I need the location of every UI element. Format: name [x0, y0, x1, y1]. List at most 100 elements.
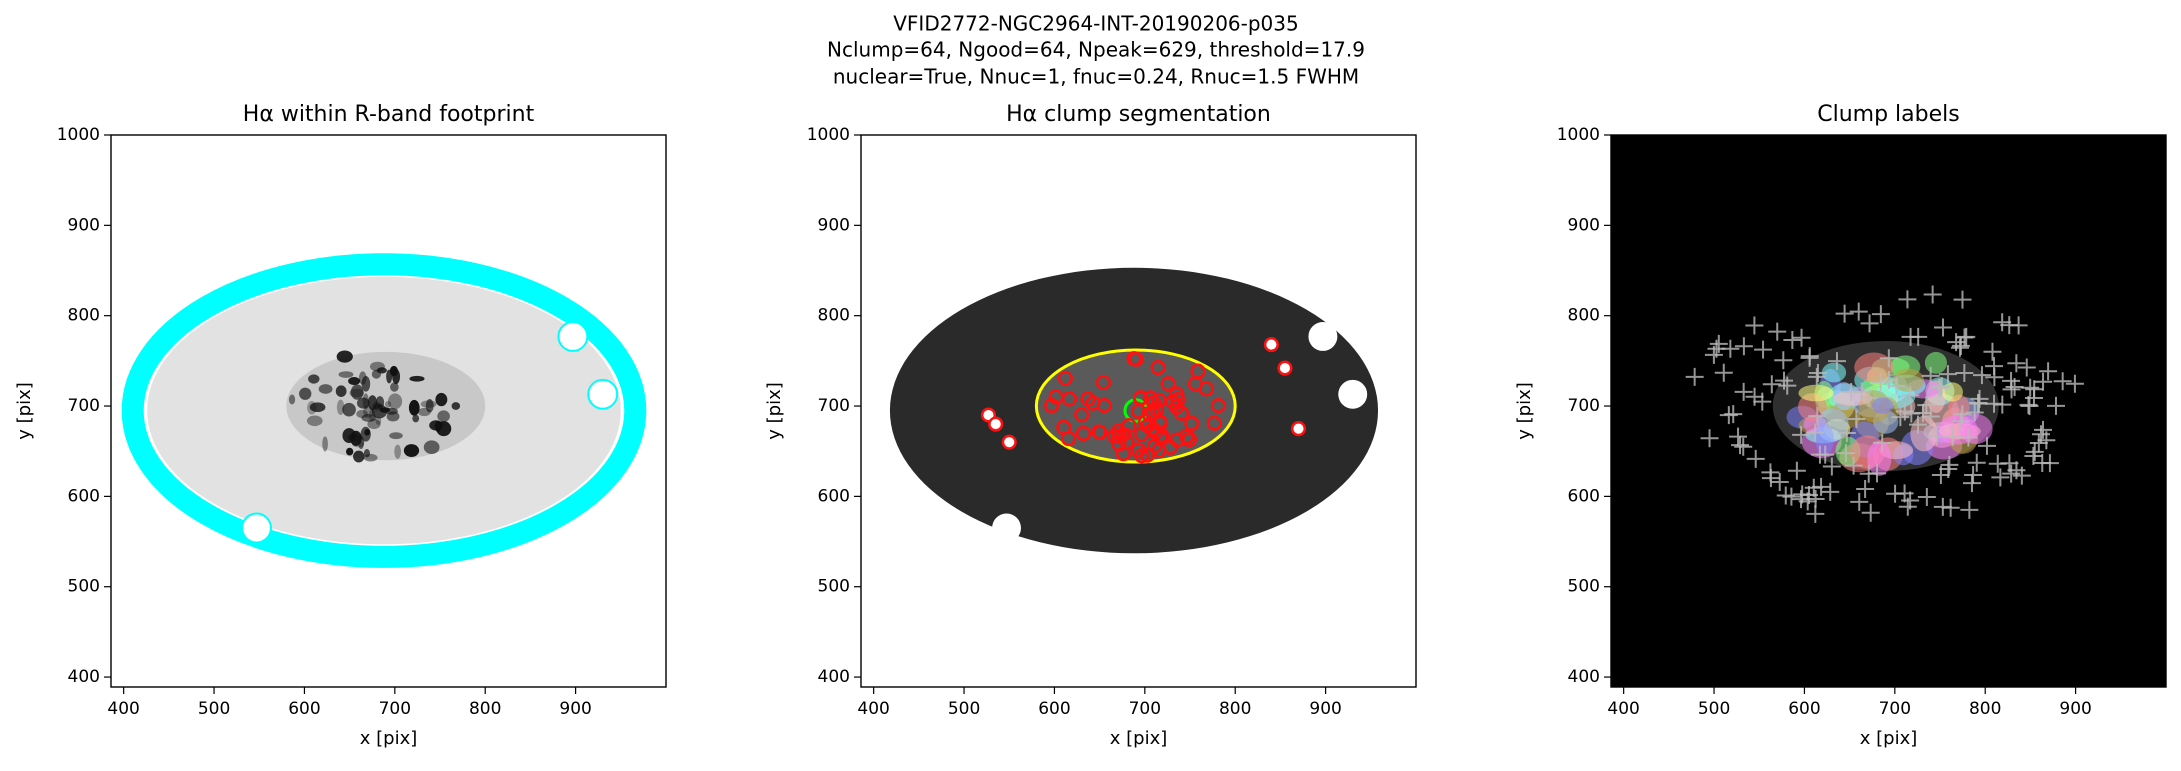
image-feature [2007, 354, 2026, 373]
panel: Hα clump segmentation x [pix] y [pix] 400 50… [764, 102, 1417, 749]
figure-subtitle: Nclump=64, Ngood=64, Npeak=629, threshol… [827, 38, 1365, 62]
y-tick-label: 600 [68, 486, 100, 506]
image-feature [1001, 434, 1017, 450]
image-feature [1792, 425, 1811, 444]
y-axis-label: y [pix] [14, 382, 35, 440]
image-feature [1993, 395, 2012, 414]
y-tick-label: 600 [818, 486, 850, 506]
image-feature [1704, 345, 1723, 364]
image-feature [1074, 407, 1090, 423]
image-feature [409, 375, 425, 382]
image-feature [1923, 285, 1942, 304]
image-feature [394, 444, 401, 459]
image-feature [241, 512, 272, 544]
image-feature [1816, 408, 1849, 442]
image-feature [1774, 351, 1793, 370]
image-feature [1277, 360, 1293, 376]
image-feature [309, 402, 326, 413]
image-feature [429, 420, 443, 431]
image-feature [1206, 415, 1222, 431]
image-feature [1821, 362, 1847, 383]
x-axis-label: x [pix] [360, 728, 418, 749]
image-feature [1700, 429, 1719, 448]
x-tick-label: 500 [198, 699, 230, 719]
image-feature [1075, 425, 1092, 442]
image-feature [1844, 456, 1863, 475]
image-feature [2025, 380, 2044, 399]
image-feature [1134, 448, 1150, 464]
image-feature [1044, 398, 1060, 414]
image-feature [1970, 389, 1989, 408]
image-feature [363, 453, 378, 462]
image-feature [1943, 427, 1962, 446]
figure-title: VFID2772-NGC2964-INT-20190206-p035 [893, 12, 1298, 36]
image-feature [1290, 421, 1307, 437]
y-tick-label: 800 [818, 306, 850, 326]
image-feature [1745, 387, 1764, 406]
figure-subtitle: nuclear=True, Nnuc=1, fnuc=0.24, Rnuc=1.… [833, 65, 1359, 89]
image-feature [1934, 318, 1953, 337]
image-feature [375, 416, 382, 425]
image-feature [1734, 382, 1753, 401]
image-feature [1783, 331, 1802, 350]
image-feature [1184, 415, 1200, 431]
image-feature [1731, 436, 1750, 455]
image-feature [392, 368, 401, 385]
image-feature [1879, 349, 1898, 368]
image-feature [1827, 352, 1846, 371]
y-tick-label: 400 [1568, 667, 1600, 687]
image-feature [1729, 427, 1748, 446]
y-axis-label: y [pix] [764, 382, 785, 440]
image-feature [1937, 415, 1979, 445]
image-feature [1940, 455, 1959, 474]
image-feature [1951, 336, 1970, 355]
image-feature [1967, 453, 1986, 472]
image-feature [367, 419, 381, 430]
image-feature [363, 449, 370, 458]
y-tick-label: 400 [818, 667, 850, 687]
image-feature [2019, 395, 2038, 414]
image-feature [1873, 433, 1892, 452]
image-feature [1056, 419, 1072, 435]
image-feature [306, 415, 323, 427]
image-feature [353, 450, 365, 463]
x-tick-label: 900 [1309, 699, 1341, 719]
panel-title: Clump labels [1817, 102, 1959, 127]
image-feature [360, 426, 371, 442]
y-tick-label: 700 [68, 396, 100, 416]
image-feature [2000, 316, 2019, 335]
image-feature [322, 436, 328, 452]
image-feature [1991, 468, 2010, 487]
image-feature [2065, 374, 2084, 393]
x-tick-label: 700 [1879, 699, 1911, 719]
image-feature [1983, 342, 2002, 361]
image-feature [342, 428, 356, 444]
image-feature [1170, 392, 1186, 408]
image-feature [1962, 474, 1981, 493]
image-feature [299, 387, 312, 400]
image-feature [1152, 413, 1168, 430]
image-feature [336, 350, 353, 363]
image-feature [1917, 487, 1936, 506]
image-feature [1096, 397, 1112, 413]
image-feature [451, 402, 461, 410]
x-tick-label: 500 [948, 699, 980, 719]
image-feature [1867, 464, 1886, 483]
image-feature [992, 513, 1021, 543]
image-feature [1901, 386, 1920, 405]
image-feature [2002, 380, 2021, 399]
image-feature [350, 384, 364, 400]
image-feature [1872, 397, 1894, 414]
image-feature [352, 440, 365, 448]
image-feature [338, 371, 354, 378]
y-tick-label: 900 [1568, 215, 1600, 235]
y-tick-label: 500 [818, 577, 850, 597]
image-feature [342, 402, 356, 417]
image-feature [1762, 375, 1781, 394]
image-feature [1685, 367, 1704, 386]
image-feature [1921, 366, 1940, 385]
image-feature [435, 392, 448, 407]
image-feature [1151, 442, 1167, 458]
image-feature [1972, 366, 1991, 385]
